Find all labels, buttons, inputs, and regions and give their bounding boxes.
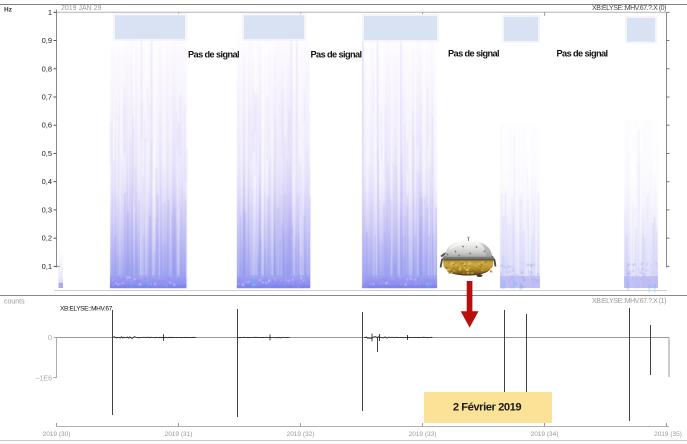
svg-text:0,7: 0,7 bbox=[42, 92, 52, 101]
svg-text:XB:ELYSE::MHV.67.?.X (0): XB:ELYSE::MHV.67.?.X (0) bbox=[592, 5, 666, 12]
svg-text:0,6: 0,6 bbox=[42, 121, 52, 130]
svg-text:2019 (33): 2019 (33) bbox=[409, 431, 437, 438]
svg-text:Hz: Hz bbox=[4, 7, 13, 14]
svg-text:0,3: 0,3 bbox=[42, 205, 52, 214]
svg-text:0,8: 0,8 bbox=[42, 64, 52, 73]
svg-text:0,5: 0,5 bbox=[42, 149, 52, 158]
svg-text:2 Février 2019: 2 Février 2019 bbox=[453, 402, 522, 414]
svg-text:XB:ELYSE::MHV.67.?.X (1): XB:ELYSE::MHV.67.?.X (1) bbox=[592, 298, 666, 305]
svg-text:0,1: 0,1 bbox=[42, 262, 52, 271]
svg-text:Pas de signal: Pas de signal bbox=[557, 49, 608, 59]
svg-text:Pas de signal: Pas de signal bbox=[311, 50, 362, 60]
svg-text:Pas de signal: Pas de signal bbox=[448, 49, 499, 59]
svg-text:0,9: 0,9 bbox=[42, 36, 52, 45]
svg-text:0,4: 0,4 bbox=[42, 177, 52, 186]
svg-text:0: 0 bbox=[48, 333, 52, 342]
svg-text:XB:ELYSE::MHV.67: XB:ELYSE::MHV.67 bbox=[60, 306, 113, 313]
svg-text:2019 (30): 2019 (30) bbox=[43, 431, 71, 438]
svg-text:−1E6: −1E6 bbox=[35, 376, 52, 383]
svg-text:2019 (31): 2019 (31) bbox=[165, 431, 193, 438]
svg-text:2019 (35): 2019 (35) bbox=[654, 431, 682, 438]
svg-text:Pas de signal: Pas de signal bbox=[188, 50, 239, 60]
svg-text:counts: counts bbox=[4, 299, 25, 306]
svg-text:2019 JAN 29: 2019 JAN 29 bbox=[61, 5, 102, 12]
svg-text:2019 (32): 2019 (32) bbox=[287, 431, 315, 438]
svg-text:2019 (34): 2019 (34) bbox=[531, 431, 559, 438]
svg-text:0,2: 0,2 bbox=[42, 234, 52, 243]
svg-text:1: 1 bbox=[48, 8, 52, 17]
